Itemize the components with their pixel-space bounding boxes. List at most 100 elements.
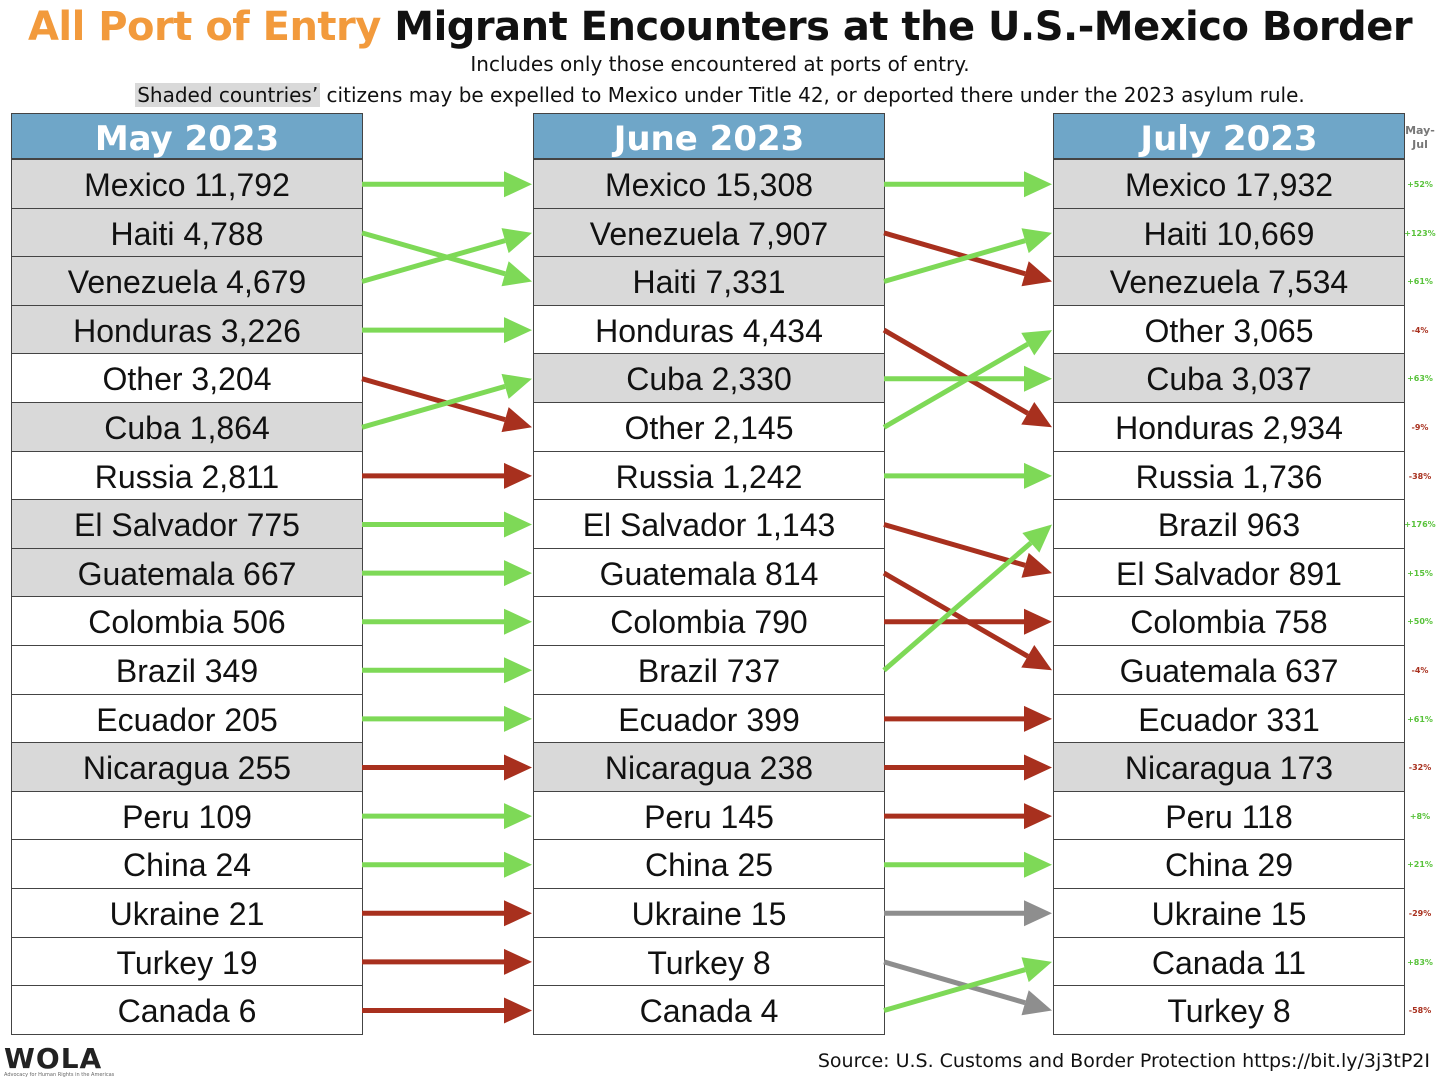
arrow-head: [501, 228, 532, 254]
arrow-head: [1024, 462, 1052, 489]
table-cell: Ecuador 331: [1054, 695, 1404, 744]
arrow-guatemala: [882, 570, 1030, 659]
pct-change-label: +61%: [1407, 714, 1433, 724]
arrow-venezuela: [883, 230, 1026, 277]
table-cell: Canada 11: [1054, 938, 1404, 987]
arrow-head: [1024, 851, 1052, 878]
arrow-head: [1021, 552, 1052, 578]
table-cell: Ukraine 21: [12, 889, 362, 938]
pct-change-header-text: May- Jul: [1405, 124, 1435, 151]
arrow-head: [1024, 754, 1052, 781]
title-part-1: All Port of Entry: [27, 4, 381, 50]
table-cell: Honduras 4,434: [534, 306, 884, 355]
table-cell: Ecuador 205: [12, 695, 362, 744]
wola-logo: WOLA: [4, 1042, 103, 1075]
pct-change-label: +123%: [1404, 228, 1436, 238]
table-cell: Venezuela 7,534: [1054, 257, 1404, 306]
arrow-head: [1024, 900, 1052, 927]
subtitle-rest-text: citizens may be expelled to Mexico under…: [320, 83, 1305, 107]
pct-change-label: +21%: [1407, 860, 1433, 870]
table-cell: China 25: [534, 840, 884, 889]
arrow-head: [504, 657, 532, 684]
arrow-head: [504, 317, 532, 344]
table-cell: Other 3,065: [1054, 306, 1404, 355]
arrow-haiti: [361, 230, 506, 277]
arrow-head: [504, 705, 532, 732]
arrow-head: [1024, 705, 1052, 732]
pct-change-label: +50%: [1407, 617, 1433, 627]
table-cell: Brazil 963: [1054, 500, 1404, 549]
arrow-canada: [883, 967, 1026, 1013]
table-cell: Ukraine 15: [534, 889, 884, 938]
table-cell: Brazil 349: [12, 646, 362, 695]
table-cell: Cuba 1,864: [12, 402, 362, 452]
column-header: May 2023: [12, 113, 362, 160]
pct-change-label: +83%: [1407, 957, 1433, 967]
column-may: May 2023 Mexico 11,792 Haiti 4,788 Venezue…: [11, 113, 363, 1035]
arrow-head: [501, 261, 532, 287]
pct-change-label: -9%: [1411, 423, 1429, 432]
table-cell: El Salvador 1,143: [534, 500, 884, 549]
subtitle-1: Includes only those encountered at ports…: [470, 52, 970, 76]
arrow-head: [1021, 957, 1052, 983]
table-cell: Russia 1,242: [534, 452, 884, 501]
column-header: June 2023: [534, 113, 884, 160]
table-cell: Honduras 2,934: [1054, 403, 1404, 452]
arrow-head: [1022, 524, 1052, 553]
arrow-head: [1021, 990, 1052, 1016]
arrow-head: [1021, 228, 1052, 254]
table-cell: Haiti 4,788: [12, 208, 362, 258]
arrow-venezuela: [361, 238, 506, 284]
pct-change-label: +8%: [1409, 811, 1431, 821]
arrow-head: [504, 608, 532, 635]
pct-change-label: -4%: [1411, 325, 1429, 335]
arrow-el-salvador: [883, 522, 1026, 568]
table-cell: Guatemala 667: [12, 548, 362, 598]
arrow-head: [504, 851, 532, 878]
arrow-turkey: [883, 959, 1026, 1006]
arrow-head: [1021, 330, 1052, 356]
arrow-haiti: [883, 238, 1026, 284]
table-cell: Peru 145: [534, 792, 884, 841]
arrow-honduras: [882, 327, 1030, 416]
table-cell: Cuba 2,330: [534, 354, 884, 403]
table-cell: Colombia 506: [12, 597, 362, 646]
pct-change-label: -58%: [1408, 1006, 1432, 1016]
arrow-other: [361, 376, 506, 423]
wola-tagline: Advocacy for Human Rights in the America…: [4, 1072, 115, 1078]
table-cell: Other 3,204: [12, 354, 362, 403]
arrow-head: [1024, 608, 1052, 635]
table-cell: Haiti 10,669: [1054, 208, 1404, 258]
table-cell: Other 2,145: [534, 403, 884, 452]
table-cell: Peru 109: [12, 792, 362, 841]
table-cell: Peru 118: [1054, 792, 1404, 841]
table-cell: Colombia 758: [1054, 597, 1404, 646]
arrow-head: [1021, 402, 1052, 428]
pct-change-label: +15%: [1407, 568, 1433, 578]
table-cell: Nicaragua 238: [534, 743, 884, 792]
table-cell: Mexico 11,792: [12, 160, 362, 209]
arrow-head: [504, 900, 532, 927]
table-cell: Guatemala 637: [1054, 646, 1404, 695]
table-cell: Venezuela 4,679: [12, 257, 362, 306]
arrow-head: [1024, 171, 1052, 198]
table-cell: El Salvador 775: [12, 500, 362, 549]
pct-change-header: May- Jul: [1404, 124, 1436, 152]
table-cell: Guatemala 814: [534, 549, 884, 598]
subtitle-2: Shaded countries’ citizens may be expell…: [0, 82, 1440, 108]
arrow-head: [504, 171, 532, 198]
table-cell: Mexico 17,932: [1054, 160, 1404, 209]
table-cell: Mexico 15,308: [534, 160, 884, 209]
table-cell: China 29: [1054, 840, 1404, 889]
source-note: Source: U.S. Customs and Border Protecti…: [817, 1050, 1430, 1072]
arrow-head: [1021, 261, 1052, 287]
column-header: July 2023: [1054, 113, 1404, 160]
title-part-2: Migrant Encounters at the U.S.-Mexico Bo…: [394, 4, 1413, 50]
pct-change-label: -32%: [1408, 763, 1432, 773]
arrow-head: [1024, 365, 1052, 392]
subtitle-shaded-text: Shaded countries’: [135, 83, 321, 107]
table-cell: Colombia 790: [534, 597, 884, 646]
pct-change-label: -29%: [1408, 909, 1432, 918]
arrow-other: [882, 341, 1030, 430]
arrow-head: [501, 407, 532, 433]
